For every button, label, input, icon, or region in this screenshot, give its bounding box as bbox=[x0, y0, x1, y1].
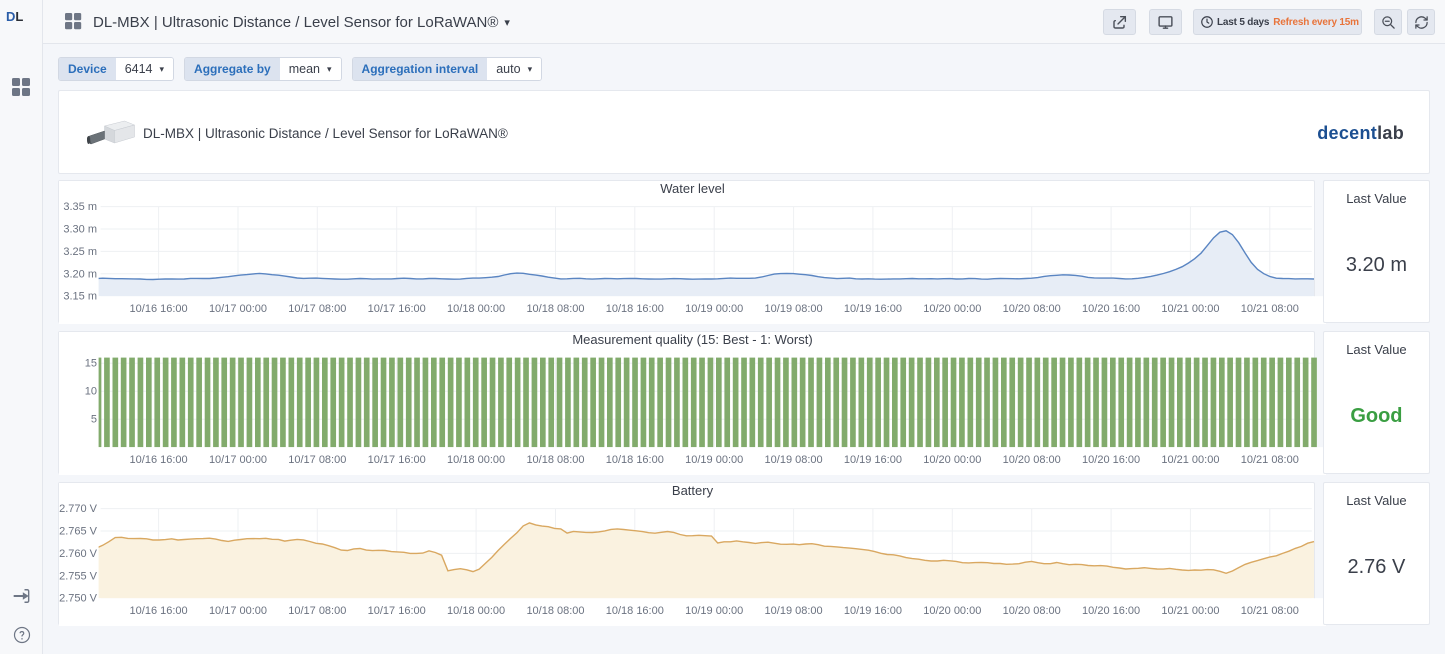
svg-text:10/19 00:00: 10/19 00:00 bbox=[685, 454, 743, 466]
svg-text:10/21 08:00: 10/21 08:00 bbox=[1241, 303, 1299, 315]
svg-text:10/20 08:00: 10/20 08:00 bbox=[1003, 303, 1061, 315]
svg-text:2.770 V: 2.770 V bbox=[59, 503, 98, 515]
svg-text:2.765 V: 2.765 V bbox=[59, 526, 98, 538]
svg-text:10/17 16:00: 10/17 16:00 bbox=[368, 454, 426, 466]
svg-text:10/19 00:00: 10/19 00:00 bbox=[685, 605, 743, 617]
svg-text:10/17 08:00: 10/17 08:00 bbox=[288, 303, 346, 315]
svg-text:3.35 m: 3.35 m bbox=[63, 201, 97, 213]
svg-text:10/17 08:00: 10/17 08:00 bbox=[288, 454, 346, 466]
svg-text:3.25 m: 3.25 m bbox=[63, 246, 97, 258]
svg-text:10/17 08:00: 10/17 08:00 bbox=[288, 605, 346, 617]
svg-text:10/16 16:00: 10/16 16:00 bbox=[130, 454, 188, 466]
svg-text:10/18 00:00: 10/18 00:00 bbox=[447, 454, 505, 466]
svg-text:10/20 08:00: 10/20 08:00 bbox=[1003, 454, 1061, 466]
svg-text:10/17 16:00: 10/17 16:00 bbox=[368, 303, 426, 315]
svg-text:10/20 00:00: 10/20 00:00 bbox=[923, 605, 981, 617]
svg-text:10/20 16:00: 10/20 16:00 bbox=[1082, 303, 1140, 315]
svg-text:10/20 16:00: 10/20 16:00 bbox=[1082, 605, 1140, 617]
svg-text:10/21 00:00: 10/21 00:00 bbox=[1161, 605, 1219, 617]
svg-text:10/18 08:00: 10/18 08:00 bbox=[526, 303, 584, 315]
svg-text:10/18 08:00: 10/18 08:00 bbox=[526, 605, 584, 617]
svg-text:10/19 08:00: 10/19 08:00 bbox=[765, 454, 823, 466]
svg-text:2.755 V: 2.755 V bbox=[59, 570, 98, 582]
svg-text:10/16 16:00: 10/16 16:00 bbox=[130, 605, 188, 617]
svg-text:Battery: Battery bbox=[672, 483, 714, 498]
svg-text:3.30 m: 3.30 m bbox=[63, 224, 97, 236]
svg-text:10/17 16:00: 10/17 16:00 bbox=[368, 605, 426, 617]
svg-text:10/17 00:00: 10/17 00:00 bbox=[209, 303, 267, 315]
svg-text:10/20 00:00: 10/20 00:00 bbox=[923, 454, 981, 466]
svg-text:10: 10 bbox=[85, 386, 97, 398]
svg-text:10/19 08:00: 10/19 08:00 bbox=[765, 303, 823, 315]
svg-text:10/18 16:00: 10/18 16:00 bbox=[606, 303, 664, 315]
svg-text:10/20 16:00: 10/20 16:00 bbox=[1082, 454, 1140, 466]
svg-text:10/20 00:00: 10/20 00:00 bbox=[923, 303, 981, 315]
svg-text:10/19 00:00: 10/19 00:00 bbox=[685, 303, 743, 315]
svg-text:3.20 m: 3.20 m bbox=[63, 268, 97, 280]
svg-text:3.15 m: 3.15 m bbox=[63, 291, 97, 303]
svg-text:10/18 16:00: 10/18 16:00 bbox=[606, 605, 664, 617]
svg-text:10/19 08:00: 10/19 08:00 bbox=[765, 605, 823, 617]
svg-text:10/21 08:00: 10/21 08:00 bbox=[1241, 605, 1299, 617]
svg-text:10/18 00:00: 10/18 00:00 bbox=[447, 605, 505, 617]
svg-text:Water level: Water level bbox=[660, 181, 725, 196]
svg-text:Measurement quality (15: Best: Measurement quality (15: Best - 1: Worst… bbox=[572, 332, 812, 347]
svg-text:10/17 00:00: 10/17 00:00 bbox=[209, 605, 267, 617]
svg-text:10/20 08:00: 10/20 08:00 bbox=[1003, 605, 1061, 617]
svg-text:10/18 00:00: 10/18 00:00 bbox=[447, 303, 505, 315]
svg-text:10/19 16:00: 10/19 16:00 bbox=[844, 303, 902, 315]
svg-text:15: 15 bbox=[85, 358, 97, 370]
svg-text:10/21 00:00: 10/21 00:00 bbox=[1161, 454, 1219, 466]
svg-text:2.760 V: 2.760 V bbox=[59, 548, 98, 560]
svg-text:10/19 16:00: 10/19 16:00 bbox=[844, 605, 902, 617]
svg-text:10/18 08:00: 10/18 08:00 bbox=[526, 454, 584, 466]
svg-text:10/19 16:00: 10/19 16:00 bbox=[844, 454, 902, 466]
svg-text:10/21 00:00: 10/21 00:00 bbox=[1161, 303, 1219, 315]
svg-text:5: 5 bbox=[91, 414, 97, 426]
svg-text:10/17 00:00: 10/17 00:00 bbox=[209, 454, 267, 466]
svg-text:10/16 16:00: 10/16 16:00 bbox=[130, 303, 188, 315]
svg-text:2.750 V: 2.750 V bbox=[59, 593, 98, 605]
svg-text:10/21 08:00: 10/21 08:00 bbox=[1241, 454, 1299, 466]
svg-text:10/18 16:00: 10/18 16:00 bbox=[606, 454, 664, 466]
